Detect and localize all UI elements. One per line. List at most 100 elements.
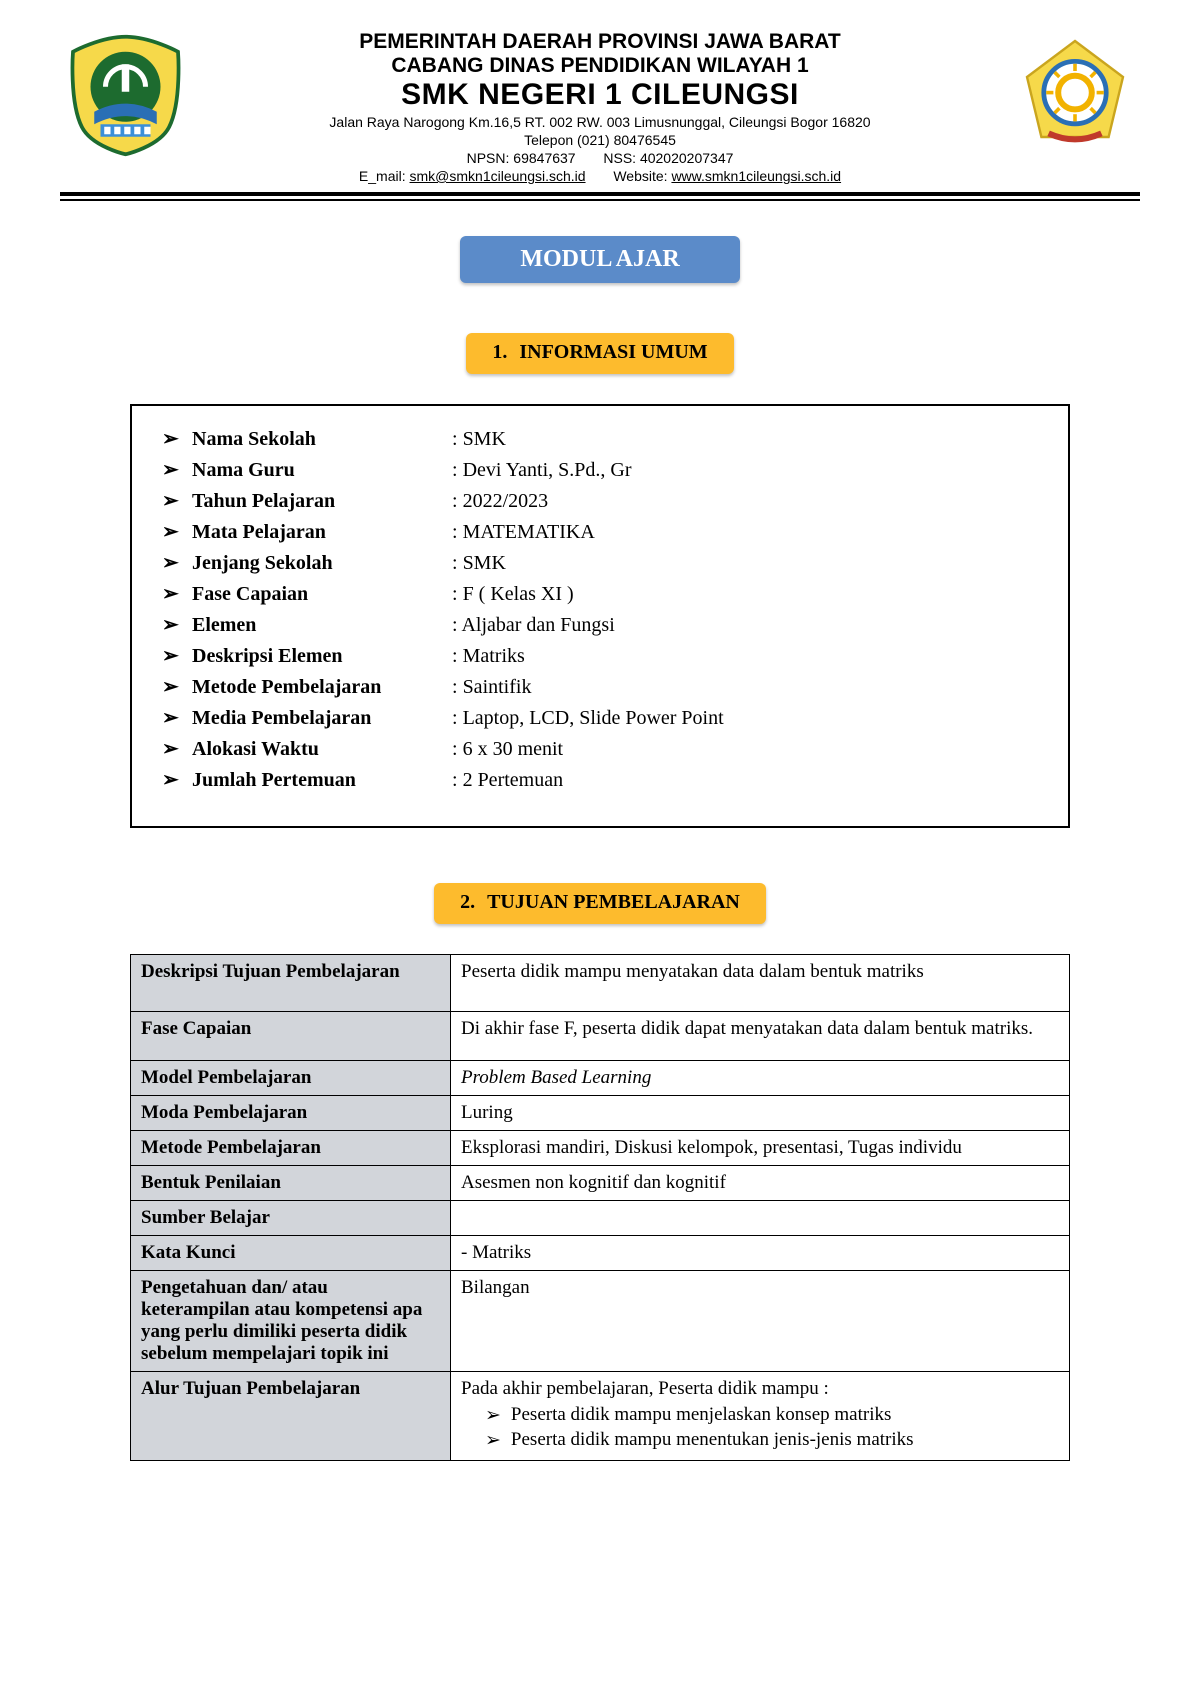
detail-val: - Matriks (451, 1236, 1070, 1271)
info-value: 2022/2023 (452, 486, 1038, 517)
info-label: Nama Guru (192, 455, 452, 486)
detail-key: Kata Kunci (131, 1236, 451, 1271)
info-value: SMK (452, 548, 1038, 579)
info-row: ➢Metode PembelajaranSaintifik (162, 672, 1038, 703)
bullet-icon: ➢ (162, 424, 192, 455)
detail-val: Asesmen non kognitif dan kognitif (451, 1166, 1070, 1201)
info-value: Matriks (452, 641, 1038, 672)
detail-key: Metode Pembelajaran (131, 1131, 451, 1166)
section-1-label: INFORMASI UMUM (519, 341, 707, 363)
info-value: Devi Yanti, S.Pd., Gr (452, 455, 1038, 486)
alur-item-text: Peserta didik mampu menjelaskan konsep m… (511, 1404, 891, 1427)
info-row: ➢Mata PelajaranMATEMATIKA (162, 517, 1038, 548)
info-row: ➢Alokasi Waktu6 x 30 menit (162, 734, 1038, 765)
letterhead: PEMERINTAH DAERAH PROVINSI JAWA BARAT CA… (60, 30, 1140, 196)
info-value: Aljabar dan Fungsi (452, 610, 1038, 641)
info-row: ➢Deskripsi ElemenMatriks (162, 641, 1038, 672)
info-value: MATEMATIKA (452, 517, 1038, 548)
detail-key: Sumber Belajar (131, 1201, 451, 1236)
detail-val: Pada akhir pembelajaran, Peserta didik m… (451, 1372, 1070, 1461)
detail-key: Fase Capaian (131, 1012, 451, 1061)
info-label: Mata Pelajaran (192, 517, 452, 548)
info-row: ➢Fase CapaianF ( Kelas XI ) (162, 579, 1038, 610)
section-2-num: 2. (460, 891, 475, 913)
contact-line: E_mail: smk@smkn1cileungsi.sch.id Websit… (200, 168, 1000, 184)
npsn-value: 69847637 (513, 150, 575, 166)
detail-val: Peserta didik mampu menyatakan data dala… (451, 955, 1070, 1012)
detail-key: Deskripsi Tujuan Pembelajaran (131, 955, 451, 1012)
alur-item: Peserta didik mampu menentukan jenis-jen… (485, 1429, 1059, 1452)
info-value: Laptop, LCD, Slide Power Point (452, 703, 1038, 734)
info-row: ➢Jenjang SekolahSMK (162, 548, 1038, 579)
gov-line-1: PEMERINTAH DAERAH PROVINSI JAWA BARAT (200, 30, 1000, 54)
info-value: F ( Kelas XI ) (452, 579, 1038, 610)
info-label: Alokasi Waktu (192, 734, 452, 765)
logo-right (1010, 30, 1140, 160)
info-label: Nama Sekolah (192, 424, 452, 455)
section-1-badge: 1.INFORMASI UMUM (466, 333, 733, 374)
info-label: Jenjang Sekolah (192, 548, 452, 579)
nss-label: NSS: (603, 150, 636, 166)
email-link[interactable]: smk@smkn1cileungsi.sch.id (410, 168, 586, 184)
alur-item-text: Peserta didik mampu menentukan jenis-jen… (511, 1429, 914, 1452)
info-row: ➢Nama GuruDevi Yanti, S.Pd., Gr (162, 455, 1038, 486)
bullet-icon: ➢ (162, 579, 192, 610)
id-line: NPSN: 69847637 NSS: 402020207347 (200, 150, 1000, 166)
detail-val: Di akhir fase F, peserta didik dapat men… (451, 1012, 1070, 1061)
module-title-badge: MODUL AJAR (460, 236, 740, 283)
npsn-label: NPSN: (467, 150, 510, 166)
detail-key: Model Pembelajaran (131, 1061, 451, 1096)
detail-key: Bentuk Penilaian (131, 1166, 451, 1201)
info-box: ➢Nama SekolahSMK➢Nama GuruDevi Yanti, S.… (130, 404, 1070, 828)
phone-line: Telepon (021) 80476545 (200, 132, 1000, 148)
bullet-icon: ➢ (162, 641, 192, 672)
address-line: Jalan Raya Narogong Km.16,5 RT. 002 RW. … (200, 114, 1000, 130)
detail-val: Luring (451, 1096, 1070, 1131)
detail-val-em: Problem Based Learning (461, 1067, 651, 1088)
header-text: PEMERINTAH DAERAH PROVINSI JAWA BARAT CA… (200, 30, 1000, 184)
info-value: Saintifik (452, 672, 1038, 703)
info-row: ➢ElemenAljabar dan Fungsi (162, 610, 1038, 641)
info-row: ➢Jumlah Pertemuan2 Pertemuan (162, 765, 1038, 796)
section-2-badge: 2. TUJUAN PEMBELAJARAN (434, 883, 766, 924)
info-row: ➢Media PembelajaranLaptop, LCD, Slide Po… (162, 703, 1038, 734)
info-label: Fase Capaian (192, 579, 452, 610)
info-label: Media Pembelajaran (192, 703, 452, 734)
bullet-icon: ➢ (162, 548, 192, 579)
alur-item: Peserta didik mampu menjelaskan konsep m… (485, 1404, 1059, 1427)
info-label: Deskripsi Elemen (192, 641, 452, 672)
info-label: Metode Pembelajaran (192, 672, 452, 703)
bullet-icon: ➢ (162, 672, 192, 703)
bullet-icon: ➢ (162, 486, 192, 517)
gov-line-2: CABANG DINAS PENDIDIKAN WILAYAH 1 (200, 54, 1000, 78)
alur-list: Peserta didik mampu menjelaskan konsep m… (461, 1404, 1059, 1452)
bullet-icon: ➢ (162, 455, 192, 486)
bullet-icon: ➢ (162, 734, 192, 765)
info-label: Tahun Pelajaran (192, 486, 452, 517)
info-label: Jumlah Pertemuan (192, 765, 452, 796)
nss-value: 402020207347 (640, 150, 733, 166)
details-table: Deskripsi Tujuan Pembelajaran Peserta di… (130, 954, 1070, 1461)
website-link[interactable]: www.smkn1cileungsi.sch.id (671, 168, 841, 184)
bullet-icon: ➢ (162, 765, 192, 796)
detail-val: Eksplorasi mandiri, Diskusi kelompok, pr… (451, 1131, 1070, 1166)
school-name: SMK NEGERI 1 CILEUNGSI (200, 78, 1000, 112)
detail-key: Pengetahuan dan/ atau keterampilan atau … (131, 1271, 451, 1372)
logo-left (60, 30, 190, 160)
section-2-label: TUJUAN PEMBELAJARAN (487, 891, 740, 913)
detail-val: Problem Based Learning (451, 1061, 1070, 1096)
bullet-icon: ➢ (162, 703, 192, 734)
info-label: Elemen (192, 610, 452, 641)
info-value: 2 Pertemuan (452, 765, 1038, 796)
info-row: ➢Tahun Pelajaran2022/2023 (162, 486, 1038, 517)
detail-val (451, 1201, 1070, 1236)
detail-key: Moda Pembelajaran (131, 1096, 451, 1131)
bullet-icon: ➢ (162, 610, 192, 641)
website-label: Website: (613, 168, 667, 184)
alur-intro: Pada akhir pembelajaran, Peserta didik m… (461, 1378, 1059, 1400)
info-value: 6 x 30 menit (452, 734, 1038, 765)
info-row: ➢Nama SekolahSMK (162, 424, 1038, 455)
bullet-icon: ➢ (162, 517, 192, 548)
detail-key: Alur Tujuan Pembelajaran (131, 1372, 451, 1461)
email-label: E_mail: (359, 168, 406, 184)
